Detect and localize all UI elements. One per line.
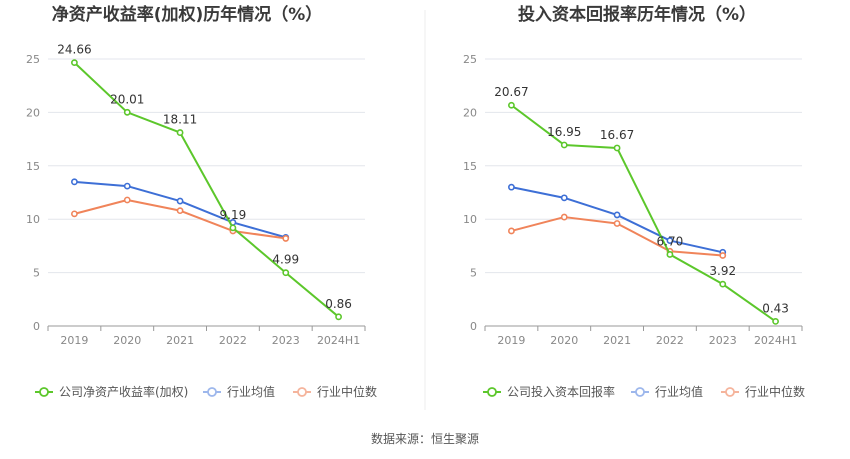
data-point-mean (71, 178, 78, 186)
data-point-company (282, 269, 290, 277)
data-point-median (123, 196, 131, 204)
data-point-mean (176, 197, 184, 205)
data-label: 0.43 (762, 301, 789, 315)
data-point-company (229, 224, 237, 232)
x-tick-label: 2019 (497, 334, 525, 347)
y-tick-label: 20 (463, 106, 477, 119)
legend-swatch-marker (207, 387, 217, 397)
data-label: 0.86 (325, 297, 352, 311)
x-tick-label: 2019 (60, 334, 88, 347)
data-point-company (613, 144, 621, 152)
legend-label-mean: 行业均值 (655, 384, 703, 399)
data-point-median (508, 227, 515, 235)
data-point-median (719, 252, 727, 259)
chart-title: 净资产收益率(加权)历年情况（%） (52, 4, 323, 25)
data-label: 20.67 (494, 85, 528, 99)
y-tick-label: 0 (470, 320, 477, 333)
data-point-company (71, 59, 78, 67)
data-label: 20.01 (110, 92, 144, 106)
data-point-company (719, 280, 727, 288)
series-line-company (510, 104, 777, 323)
data-point-company (335, 313, 342, 321)
data-point-company (508, 101, 515, 109)
data-point-mean (613, 211, 621, 219)
roic-chart-panel: 投入资本回报率历年情况（%） 0 5 10 15 20 25 2019 2020 2021 2022… (463, 4, 805, 399)
series-line-mean (511, 186, 723, 254)
data-point-mean (666, 237, 674, 244)
data-point-median (282, 235, 290, 242)
legend-swatch-marker (635, 387, 645, 397)
data-label: 16.95 (547, 125, 581, 139)
x-tick-label: 2020 (550, 334, 578, 347)
x-tick-label: 2021 (603, 334, 631, 347)
data-label: 16.67 (600, 128, 634, 142)
legend-label-mean: 行业均值 (227, 384, 275, 399)
legend-label-company: 公司净资产收益率(加权) (59, 384, 188, 399)
x-tick-label: 2024H1 (317, 334, 360, 347)
data-point-mean (123, 182, 131, 190)
data-point-company (772, 318, 779, 325)
y-tick-label: 25 (26, 53, 40, 66)
legend-label-company: 公司投入资本回报率 (507, 384, 615, 399)
data-point-mean (508, 183, 515, 191)
legend-swatch-marker (487, 387, 497, 397)
data-point-company (176, 129, 184, 136)
data-label: 6.70 (657, 234, 684, 248)
x-tick-label: 2022 (656, 334, 684, 347)
roe-chart-panel: 净资产收益率(加权)历年情况（%） 0 5 10 15 20 25 2019 2020 2021 2… (26, 4, 377, 399)
data-point-median (613, 220, 621, 227)
data-source-note: 数据来源：恒生聚源 (371, 431, 479, 446)
x-tick-label: 2021 (166, 334, 194, 347)
y-tick-label: 0 (33, 320, 40, 333)
y-tick-label: 5 (33, 267, 40, 280)
y-tick-label: 10 (26, 213, 40, 226)
data-point-median (560, 213, 568, 221)
x-tick-label: 2023 (709, 334, 737, 347)
x-tick-label: 2022 (219, 334, 247, 347)
y-tick-label: 15 (26, 160, 40, 173)
data-label: 4.99 (272, 253, 299, 267)
x-tick-label: 2023 (272, 334, 300, 347)
data-label: 9.19 (220, 208, 247, 222)
data-point-mean (560, 194, 568, 202)
legend-swatch-marker (297, 387, 307, 397)
data-point-company (123, 108, 131, 116)
chart-title: 投入资本回报率历年情况（%） (518, 4, 756, 25)
y-tick-label: 25 (463, 53, 477, 66)
series-line-company (73, 61, 340, 318)
data-label: 3.92 (709, 264, 736, 278)
y-tick-label: 20 (26, 106, 40, 119)
y-tick-label: 15 (463, 160, 477, 173)
legend-label-median: 行业中位数 (317, 384, 377, 399)
data-point-company (666, 251, 674, 258)
x-tick-label: 2020 (113, 334, 141, 347)
data-point-median (71, 210, 78, 218)
legend-label-median: 行业中位数 (745, 384, 805, 399)
legend-swatch-marker (39, 387, 49, 397)
legend-swatch-marker (725, 387, 735, 397)
data-label: 18.11 (163, 113, 197, 127)
y-tick-label: 5 (470, 267, 477, 280)
x-tick-label: 2024H1 (754, 334, 797, 347)
data-label: 24.66 (57, 43, 91, 57)
data-point-median (176, 207, 184, 215)
data-point-company (560, 141, 568, 149)
y-tick-label: 10 (463, 213, 477, 226)
